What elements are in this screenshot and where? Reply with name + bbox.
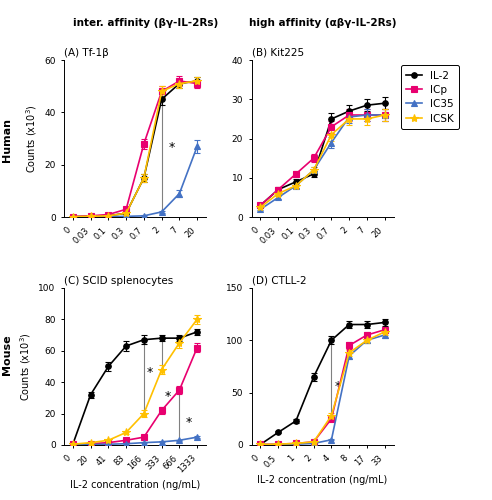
Text: inter. affinity (βγ-IL-2Rs): inter. affinity (βγ-IL-2Rs) — [72, 18, 218, 28]
X-axis label: IL-2 concentration (ng/mL): IL-2 concentration (ng/mL) — [70, 480, 200, 490]
Text: Mouse: Mouse — [2, 334, 12, 376]
Text: *: * — [168, 142, 175, 154]
Text: *: * — [186, 416, 192, 430]
Y-axis label: Counts (x10$^3$): Counts (x10$^3$) — [24, 104, 38, 173]
Text: *: * — [147, 366, 153, 379]
Legend: IL-2, ICp, IC35, ICSK: IL-2, ICp, IC35, ICSK — [401, 65, 460, 129]
Text: *: * — [335, 380, 341, 392]
Text: high affinity (αβγ-IL-2Rs): high affinity (αβγ-IL-2Rs) — [248, 18, 396, 28]
Text: (C) SCID splenocytes: (C) SCID splenocytes — [64, 276, 173, 285]
Text: *: * — [165, 390, 171, 402]
Text: Human: Human — [2, 118, 12, 162]
Text: (B) Kit225: (B) Kit225 — [251, 48, 304, 58]
Text: (A) Tf-1β: (A) Tf-1β — [64, 48, 109, 58]
Text: (D) CTLL-2: (D) CTLL-2 — [251, 276, 306, 285]
Y-axis label: Counts (x10$^3$): Counts (x10$^3$) — [18, 332, 33, 401]
X-axis label: IL-2 concentration (ng/mL): IL-2 concentration (ng/mL) — [257, 474, 388, 484]
